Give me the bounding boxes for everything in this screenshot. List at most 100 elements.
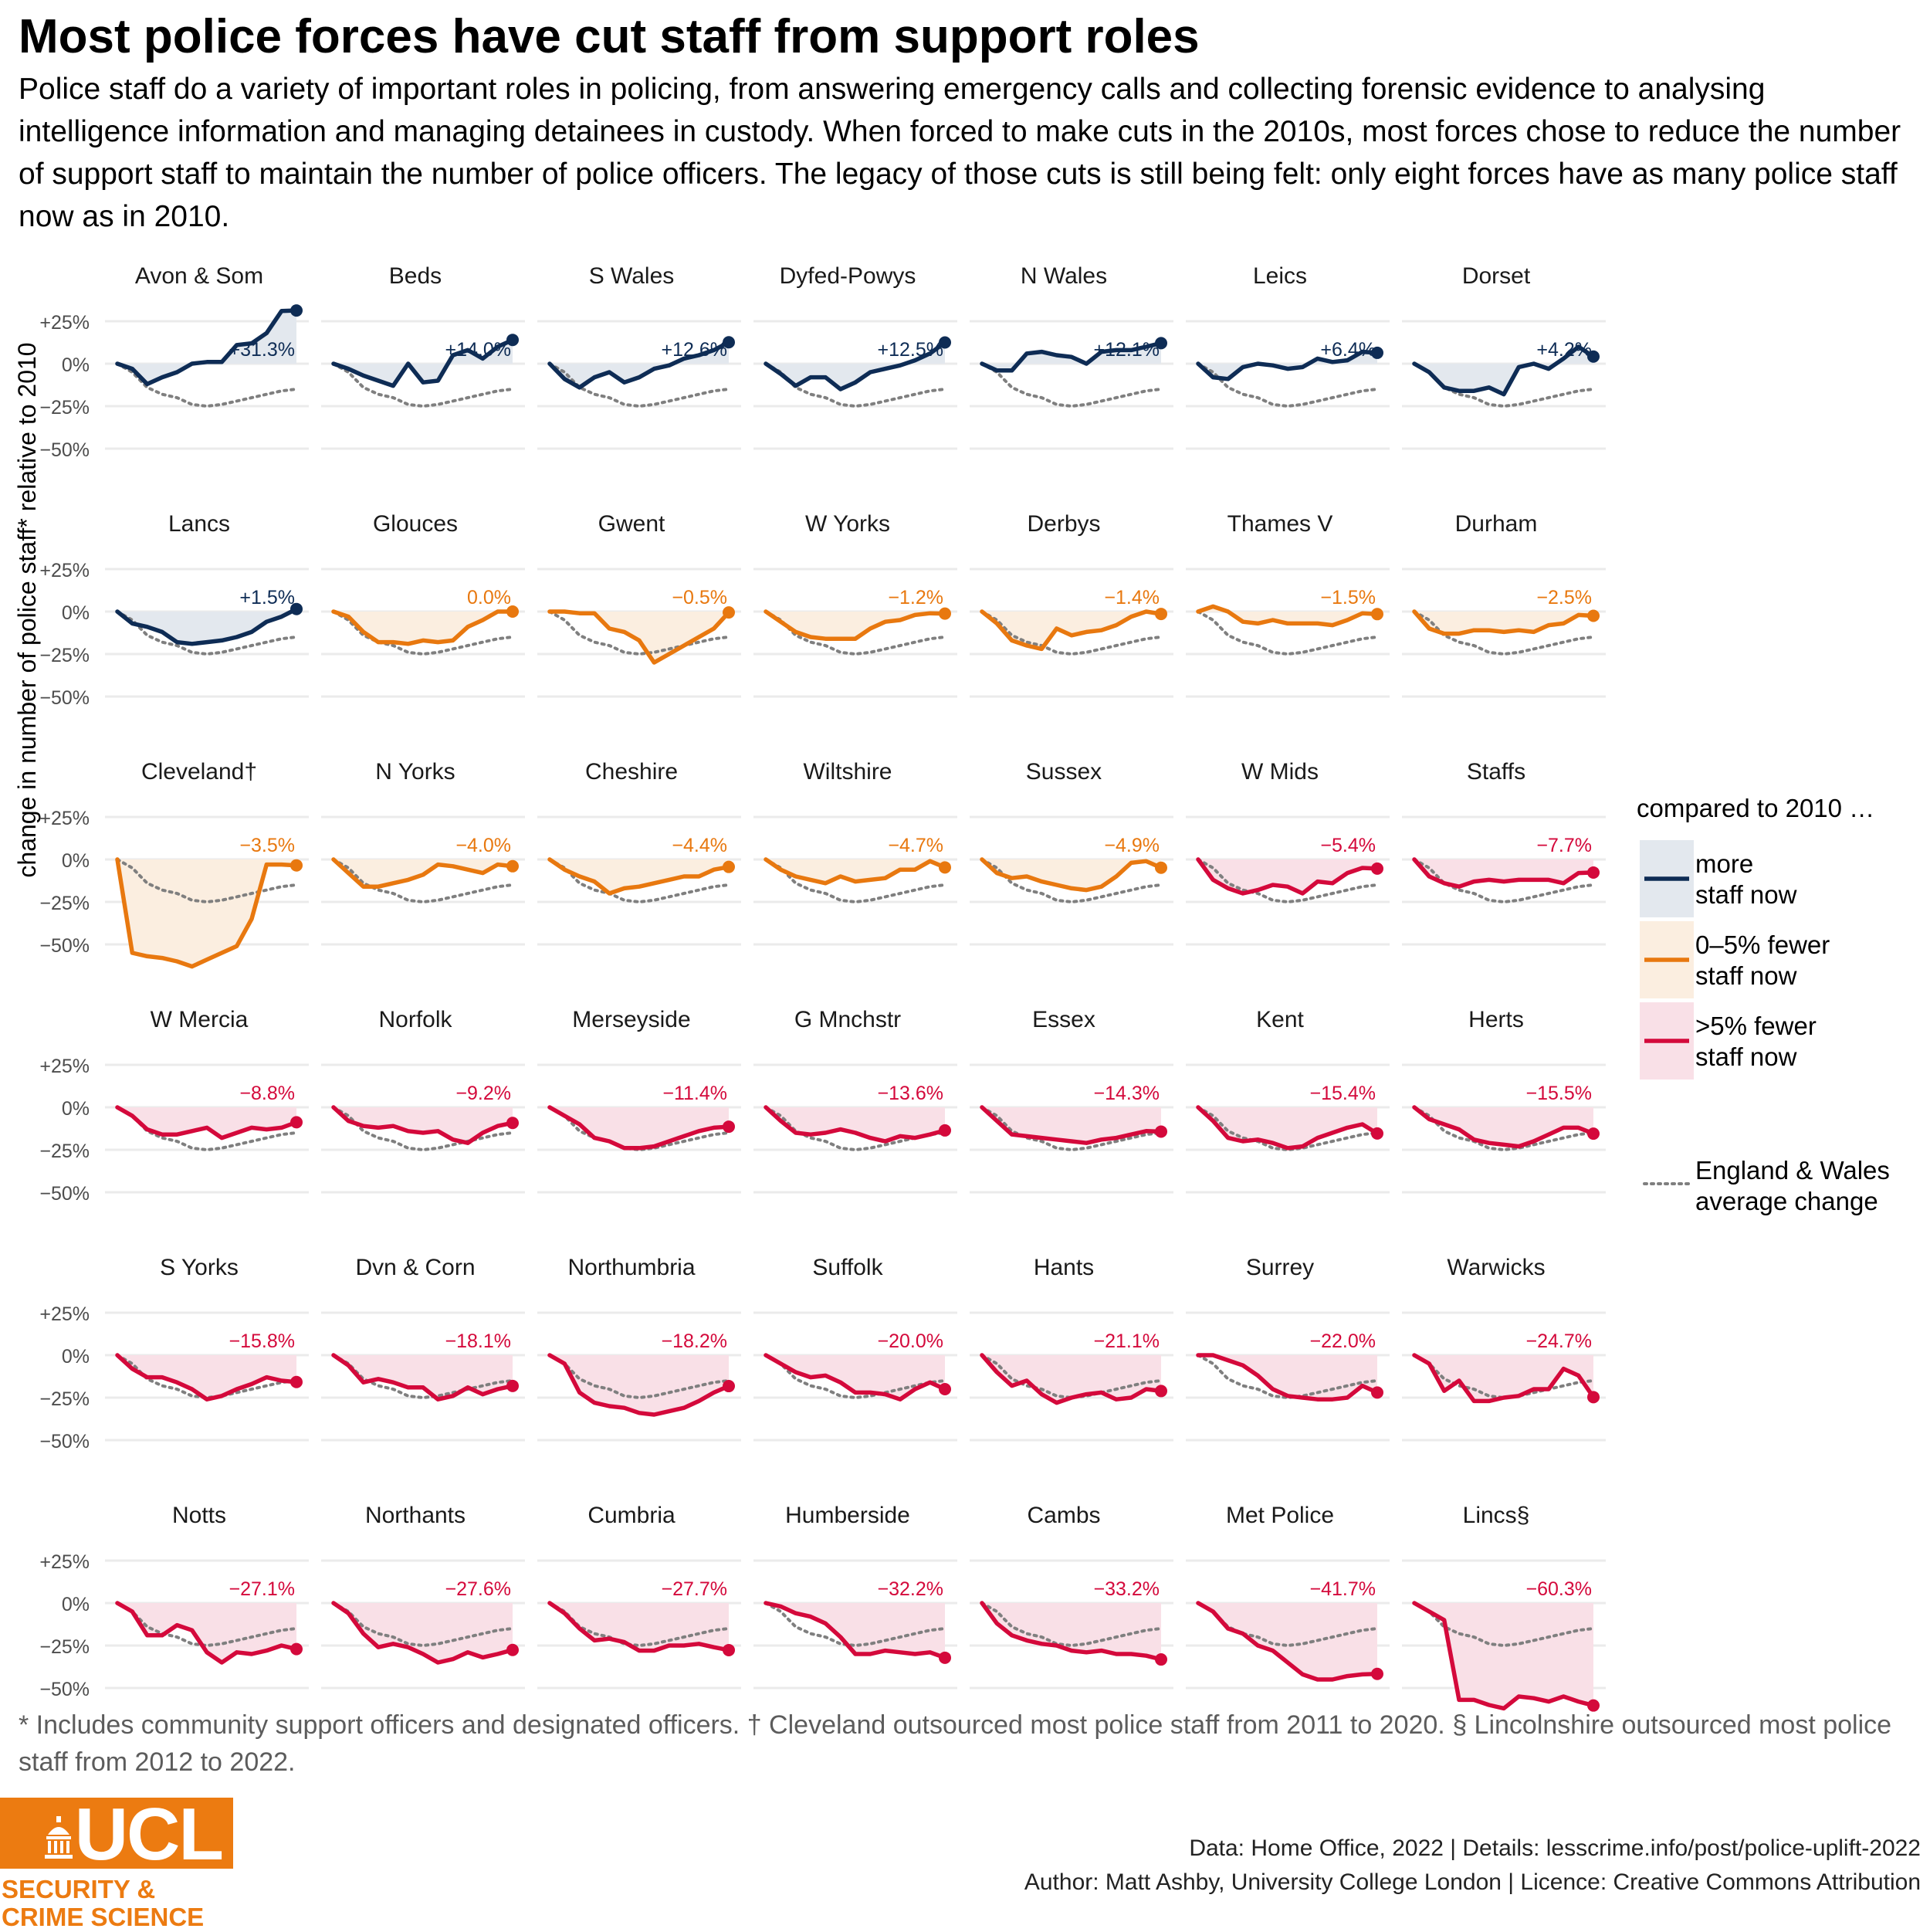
y-tick-label: −50%: [39, 687, 90, 709]
facet-title: N Wales: [1021, 263, 1107, 289]
panel-derbys: −1.4% Derbys: [980, 511, 1167, 656]
facet-title: Surrey: [1246, 1255, 1314, 1280]
legend-label: staff now: [1695, 961, 1797, 990]
series-line: [1196, 1353, 1380, 1402]
value-label: −9.2%: [455, 1083, 511, 1104]
series-area: [334, 612, 513, 644]
series-area: [1414, 1603, 1593, 1709]
value-label: −4.7%: [888, 835, 943, 856]
series-area: [982, 1603, 1161, 1659]
end-point: [1155, 1385, 1167, 1398]
value-label: −24.7%: [1526, 1330, 1593, 1352]
value-label: −22.0%: [1310, 1330, 1376, 1352]
y-tick-label: −25%: [39, 645, 90, 666]
end-point: [723, 1120, 735, 1134]
value-label: −13.6%: [878, 1083, 944, 1104]
facet-title: Norfolk: [378, 1007, 452, 1032]
end-point: [723, 606, 735, 619]
average-line: [116, 362, 298, 408]
series-line: [980, 1105, 1163, 1145]
end-point: [1155, 337, 1167, 350]
series-line: [980, 857, 1163, 893]
series-area: [117, 1355, 296, 1400]
legend-label: staff now: [1695, 880, 1797, 909]
facet-title: Kent: [1256, 1007, 1304, 1032]
series-line: [1196, 1601, 1380, 1682]
average-line: [1197, 1106, 1379, 1152]
panel-beds: +14.0% Beds: [331, 263, 519, 408]
end-point: [506, 605, 519, 618]
panel-leics: +6.4% Leics: [1196, 263, 1383, 408]
chart-title: Most police forces have cut staff from s…: [19, 10, 1200, 63]
value-label: +4.2%: [1536, 339, 1592, 361]
panel-cheshire: −4.4% Cheshire: [547, 759, 735, 904]
facet-title: Herts: [1468, 1007, 1524, 1032]
author-credit: Author: Matt Ashby, University College L…: [1024, 1869, 1921, 1895]
series-area: [1414, 347, 1593, 395]
panel-wiltshire: −4.7% Wiltshire: [764, 759, 951, 904]
value-label: −27.1%: [229, 1578, 296, 1600]
panel-hants: −21.1% Hants: [980, 1255, 1167, 1405]
y-tick-label: −50%: [39, 1679, 90, 1700]
logo-text-line1: SECURITY &: [2, 1875, 156, 1903]
series-line: [1412, 1105, 1596, 1149]
series-line: [980, 609, 1163, 652]
series-line: [1196, 349, 1380, 381]
panel-essex: −14.3% Essex: [980, 1007, 1167, 1152]
legend-average-label: average change: [1695, 1187, 1878, 1215]
average-line: [332, 362, 514, 408]
facet-title: Beds: [389, 263, 442, 289]
panel-n-yorks: −4.0% N Yorks: [331, 759, 519, 904]
chart-subtitle: Police staff do a variety of important r…: [19, 73, 1901, 233]
value-label: +6.4%: [1320, 339, 1376, 361]
series-line: [331, 857, 515, 889]
value-label: 0.0%: [467, 587, 511, 608]
average-line: [1197, 362, 1379, 408]
series-area: [334, 1355, 513, 1400]
value-label: −4.4%: [672, 835, 727, 856]
value-label: −3.5%: [239, 835, 295, 856]
facet-title: Cleveland†: [141, 759, 257, 785]
average-line: [116, 858, 298, 904]
facet-title: Notts: [172, 1503, 226, 1528]
average-line: [1413, 1106, 1595, 1152]
value-label: +12.5%: [878, 339, 944, 361]
series-line: [764, 1105, 947, 1144]
series-area: [550, 1355, 729, 1415]
series-line: [547, 857, 731, 896]
y-tick-label: −50%: [39, 1431, 90, 1452]
panel-s-wales: +12.6% S Wales: [547, 263, 735, 408]
end-point: [939, 607, 951, 620]
facet-title: Leics: [1253, 263, 1307, 289]
panel-northants: −27.6% Northants: [331, 1503, 519, 1665]
panel-suffolk: −20.0% Suffolk: [764, 1255, 951, 1402]
facet-title: Dorset: [1462, 263, 1531, 289]
value-label: −1.2%: [888, 587, 943, 608]
panel-w-yorks: −1.2% W Yorks: [764, 511, 951, 656]
panel-lincs-: −60.3% Lincs§: [1412, 1503, 1600, 1712]
panel-gwent: −0.5% Gwent: [547, 511, 735, 665]
logo-bar: UCL: [0, 1795, 233, 1875]
panel-notts: −27.1% Notts: [115, 1503, 303, 1665]
series-line: [764, 857, 947, 886]
facet-title: Derbys: [1027, 511, 1100, 537]
facet-title: S Wales: [589, 263, 675, 289]
value-label: −18.1%: [445, 1330, 512, 1352]
panel-glouces: 0.0% Glouces: [331, 511, 519, 656]
value-label: +1.5%: [239, 587, 295, 608]
series-area: [982, 859, 1161, 890]
series-line: [331, 337, 515, 388]
series-line: [547, 1601, 731, 1653]
facet-title: Durham: [1455, 511, 1538, 537]
y-tick-label: +25%: [39, 1056, 90, 1077]
facet-title: Wiltshire: [803, 759, 892, 785]
panel-thames-v: −1.5% Thames V: [1196, 511, 1383, 656]
panel-cleveland-: −3.5% Cleveland†: [115, 759, 303, 969]
value-label: −4.9%: [1104, 835, 1160, 856]
panel-humberside: −32.2% Humberside: [764, 1503, 951, 1664]
legend-label: >5% fewer: [1695, 1012, 1817, 1040]
average-line: [548, 1106, 730, 1152]
series-area: [1198, 859, 1377, 893]
series-area: [766, 859, 945, 883]
end-point: [1155, 1125, 1167, 1138]
